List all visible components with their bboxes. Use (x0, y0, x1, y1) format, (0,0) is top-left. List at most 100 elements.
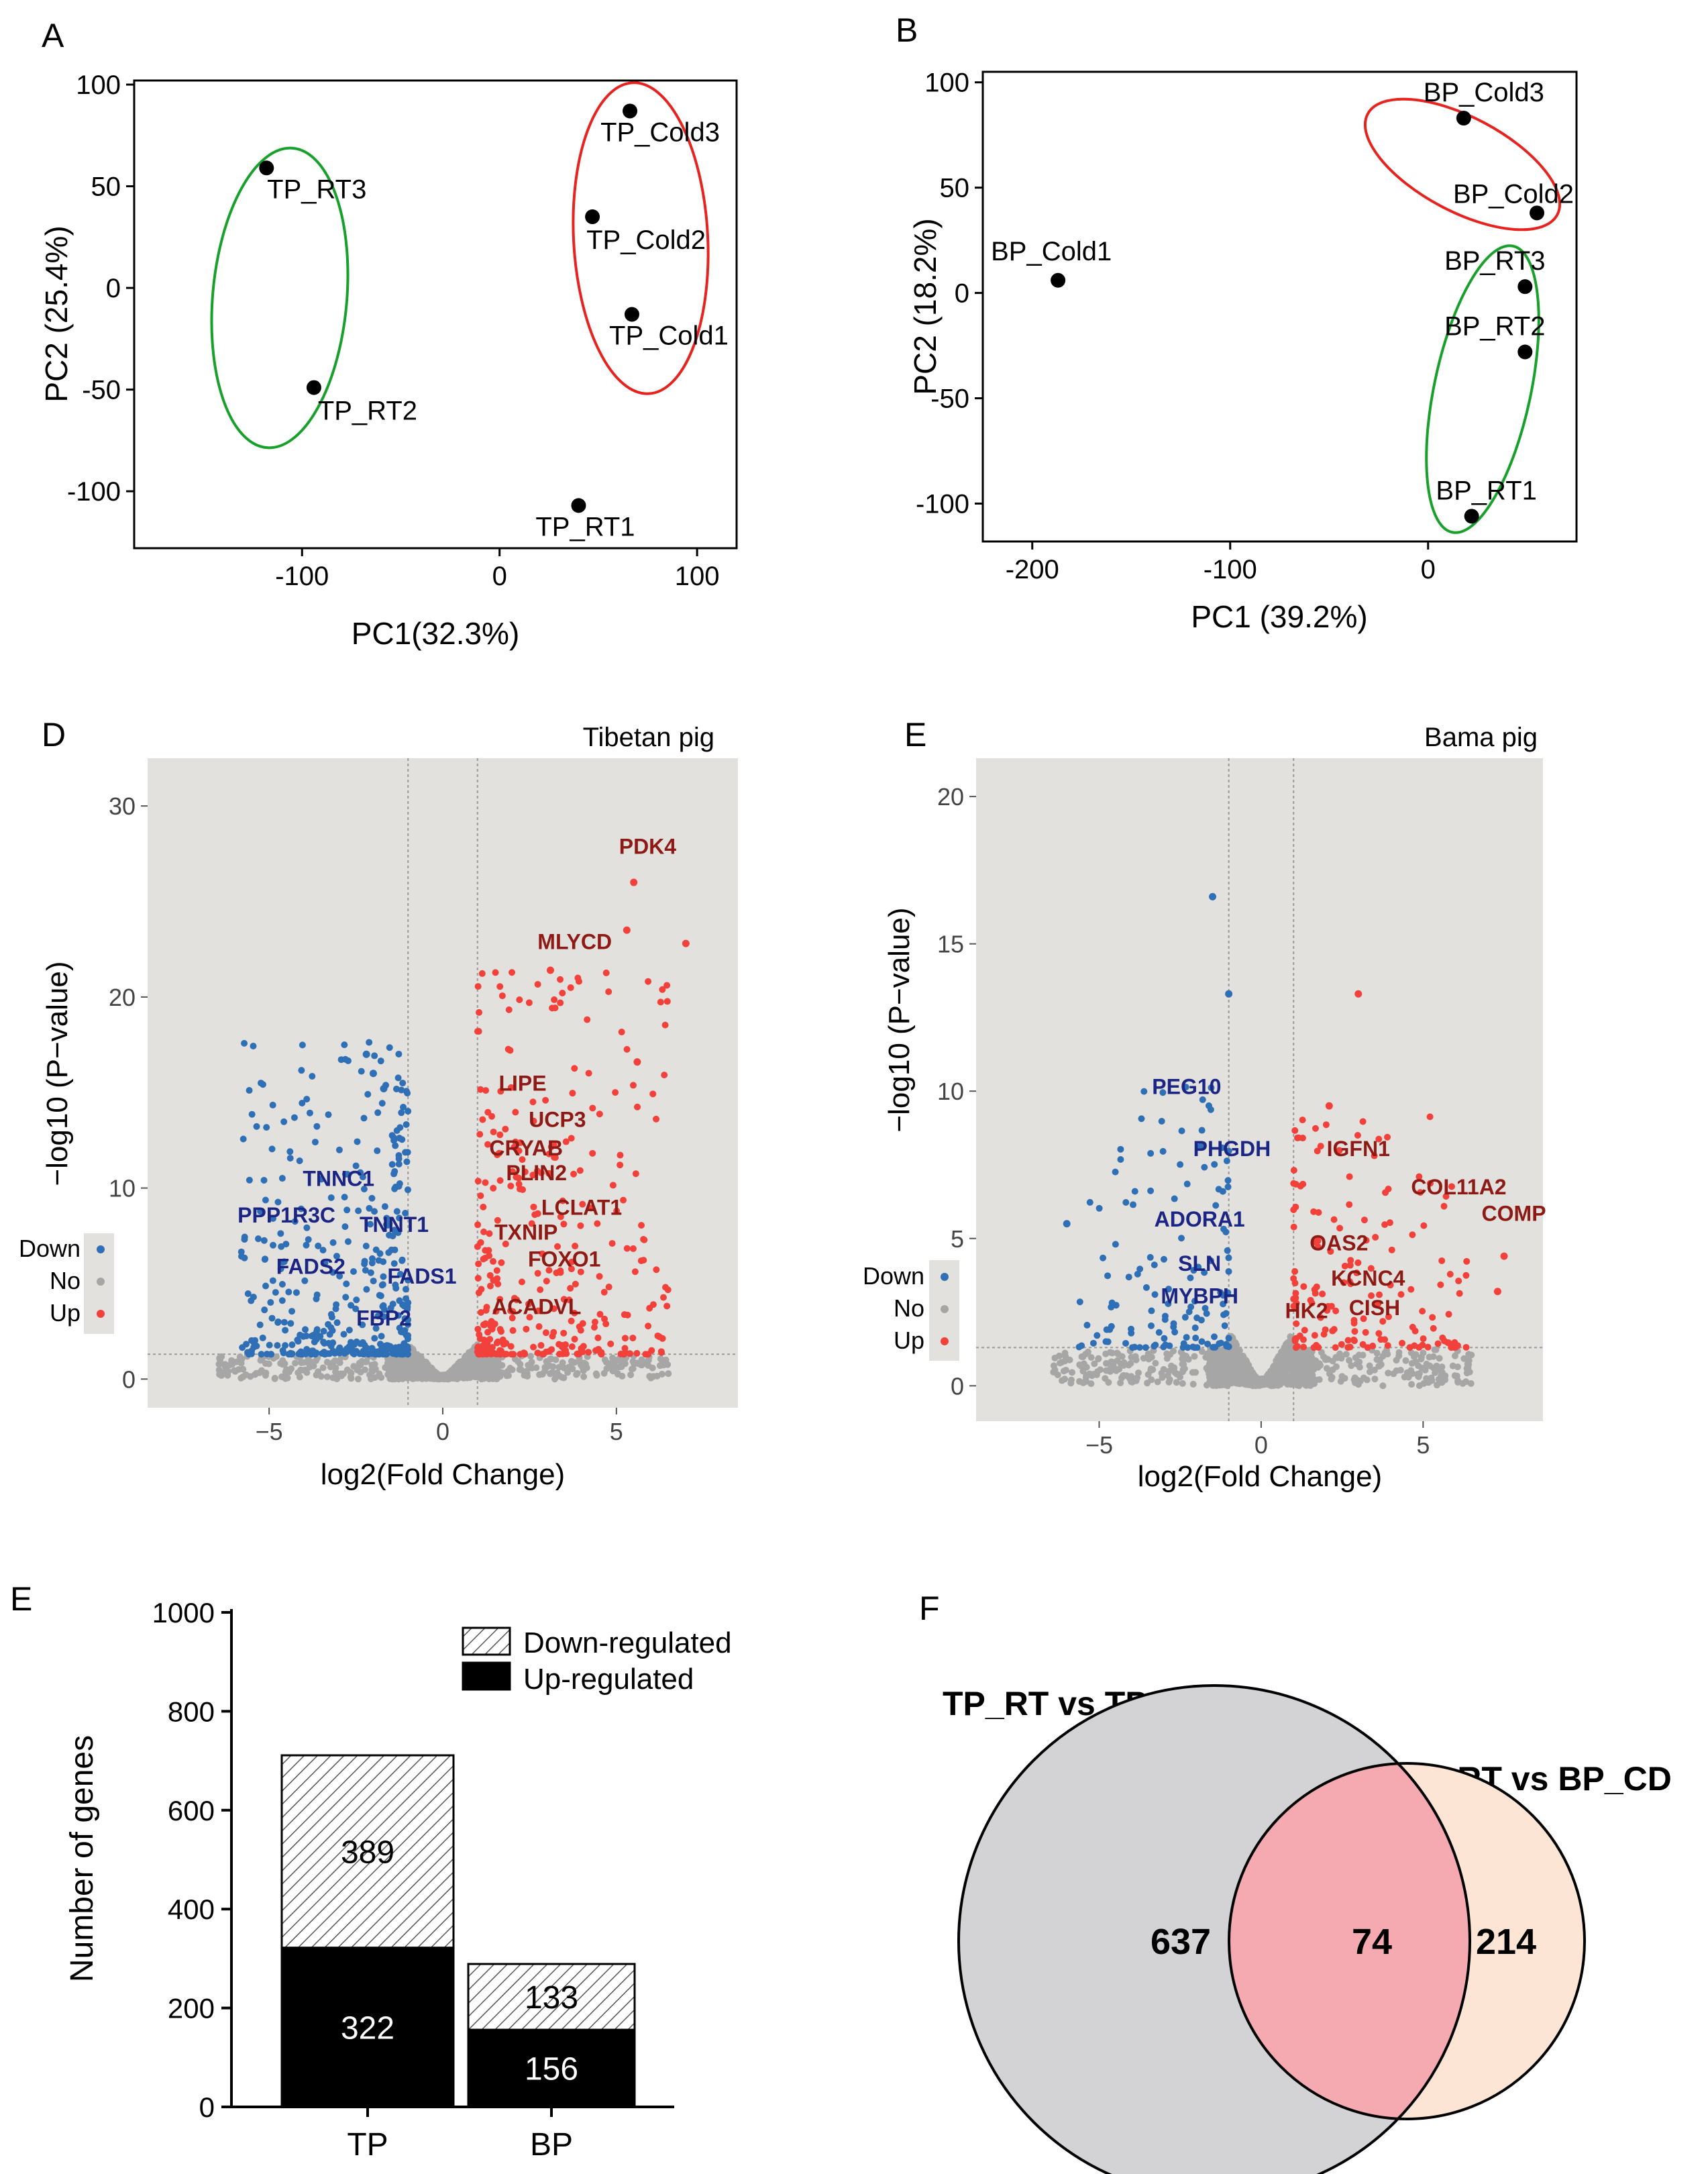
volcano-point-down (243, 1341, 250, 1348)
volcano-point-down (254, 1235, 262, 1243)
pca-point (1464, 509, 1479, 524)
volcano-point-no (647, 1374, 655, 1382)
volcano-point-no (527, 1353, 535, 1360)
volcano-point-down (303, 1096, 311, 1103)
volcano-point-down (309, 1073, 316, 1080)
volcano-point-up (534, 981, 541, 988)
pca-a-x-label: PC1(32.3%) (352, 616, 520, 651)
volcano-point-down (355, 1207, 362, 1214)
panel-e-letter-bar: E (10, 1580, 32, 1618)
volcano-point-no (1087, 1380, 1095, 1388)
x-tick-label: 0 (1255, 1431, 1268, 1459)
volcano-point-down (359, 1321, 366, 1329)
pca-point-label: BP_RT1 (1436, 476, 1536, 505)
volcano-d-y-ticks: 0 10 20 30 (109, 792, 148, 1393)
volcano-point-up (1463, 1257, 1471, 1265)
volcano-point-down (268, 1351, 275, 1358)
volcano-point-down (1204, 1340, 1212, 1347)
volcano-point-down (280, 1258, 288, 1265)
volcano-point-up (577, 1268, 584, 1276)
gene-label: PHGDH (1193, 1137, 1271, 1161)
volcano-point-up (478, 970, 486, 977)
volcano-point-up (596, 1310, 604, 1318)
pca-b-rt-ellipse (1425, 244, 1540, 534)
volcano-point-up (545, 1348, 553, 1355)
volcano-point-up (631, 1268, 639, 1276)
volcano-point-no (541, 1367, 549, 1375)
volcano-point-down (1134, 1270, 1141, 1278)
volcano-point-down (262, 1196, 269, 1204)
volcano-point-up (623, 1245, 631, 1252)
volcano-point-no (298, 1359, 305, 1366)
pca-point-label: BP_RT3 (1444, 246, 1545, 276)
volcano-point-up (1290, 1167, 1297, 1174)
volcano-point-up (1354, 1259, 1362, 1266)
volcano-point-down (396, 1180, 403, 1188)
volcano-d-legend-up-dot (97, 1310, 105, 1318)
volcano-point-down (313, 1123, 321, 1130)
volcano-point-no (1436, 1367, 1444, 1374)
volcano-point-up (1346, 1261, 1354, 1269)
volcano-point-up (526, 1314, 533, 1321)
volcano-point-down (1171, 1195, 1178, 1202)
volcano-point-up (486, 1282, 494, 1290)
volcano-point-up (602, 969, 610, 976)
volcano-point-up (1409, 1231, 1416, 1239)
volcano-point-no (1465, 1361, 1473, 1368)
volcano-point-no (238, 1355, 246, 1363)
volcano-point-up (1341, 1262, 1348, 1270)
volcano-point-up (542, 1096, 549, 1104)
volcano-point-no (1244, 1366, 1252, 1374)
volcano-e-background (976, 758, 1543, 1421)
volcano-point-down (396, 1124, 404, 1131)
volcano-point-up (585, 1349, 592, 1356)
pca-point-label: TP_Cold2 (586, 225, 706, 255)
volcano-point-no (1431, 1346, 1438, 1353)
volcano-point-up (488, 1351, 495, 1358)
volcano-point-no (366, 1371, 374, 1378)
volcano-point-down (388, 1246, 395, 1253)
volcano-point-up (590, 1324, 598, 1331)
volcano-point-down (396, 1325, 403, 1332)
pca-point-label: BP_Cold3 (1424, 78, 1544, 107)
volcano-point-no (348, 1375, 355, 1382)
volcano-point-no (1379, 1353, 1387, 1360)
volcano-point-down (366, 1204, 373, 1212)
volcano-point-up (1384, 1342, 1391, 1349)
volcano-point-no (1353, 1360, 1360, 1367)
volcano-point-up (494, 1338, 502, 1345)
volcano-point-up (567, 1284, 574, 1292)
volcano-point-no (1408, 1381, 1416, 1388)
volcano-e-legend-no: No (894, 1294, 924, 1322)
volcano-point-no (1240, 1376, 1248, 1384)
volcano-point-up (494, 1280, 502, 1288)
volcano-point-down (357, 1340, 364, 1347)
volcano-point-no (627, 1371, 635, 1378)
volcano-point-down (263, 1124, 270, 1131)
volcano-point-up (1493, 1288, 1501, 1296)
volcano-point-no (262, 1369, 270, 1377)
volcano-point-down (288, 1308, 296, 1315)
volcano-d-legend-no: No (50, 1267, 81, 1294)
volcano-point-down (348, 1302, 355, 1309)
volcano-point-no (1462, 1378, 1470, 1386)
volcano-point-up (509, 1327, 517, 1334)
volcano-point-up (634, 1103, 641, 1110)
volcano-point-down (260, 1176, 268, 1184)
gene-label: MYBPH (1161, 1284, 1238, 1308)
volcano-point-down (371, 1335, 378, 1342)
volcano-e-gene-labels: PEG10 PHGDH ADORA1 SLN MYBPH IGFN1 COL11A2COMP… (1152, 1075, 1546, 1323)
volcano-point-up (576, 1167, 584, 1174)
volcano-point-up (477, 1192, 484, 1200)
volcano-point-down (274, 1198, 282, 1206)
volcano-point-up (1446, 1270, 1454, 1278)
volcano-point-up (605, 1284, 612, 1291)
volcano-point-down (358, 1068, 365, 1075)
volcano-point-down (344, 1238, 352, 1245)
volcano-point-down (286, 1148, 294, 1155)
volcano-point-up (512, 1108, 519, 1116)
volcano-point-down (303, 1241, 310, 1249)
volcano-point-no (1432, 1369, 1439, 1376)
volcano-point-up (617, 1151, 624, 1159)
volcano-point-up (1344, 1337, 1352, 1344)
